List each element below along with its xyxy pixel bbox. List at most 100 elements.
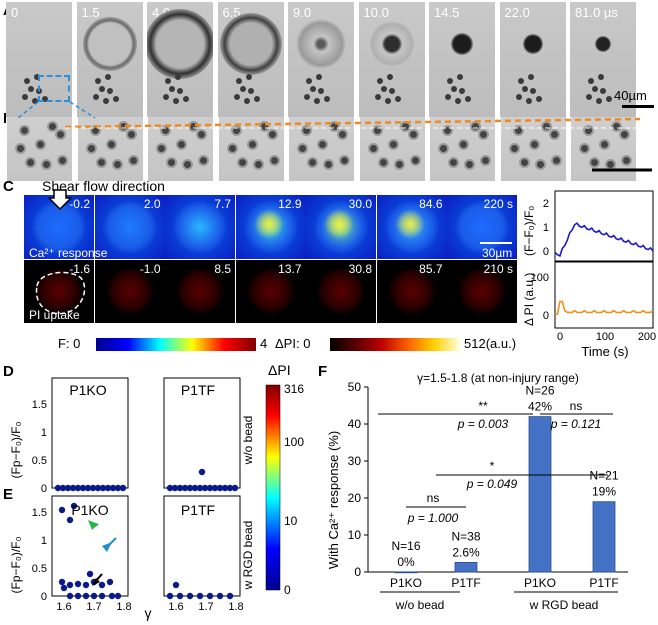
ca-cell — [173, 201, 227, 253]
frame-b-3 — [217, 117, 284, 181]
d-left-point — [79, 484, 87, 492]
cell-b — [111, 159, 123, 170]
d-right-title: P1TF — [181, 382, 215, 398]
cell-a — [306, 78, 312, 84]
d-left-point — [89, 484, 97, 492]
d-right-point — [191, 484, 199, 492]
cell-b — [438, 143, 449, 154]
cell-a — [318, 88, 324, 94]
cell-b — [105, 139, 117, 150]
cell-b — [619, 129, 630, 140]
pi-time: -1.0 — [139, 262, 161, 276]
e-left-title: P1KO — [71, 502, 108, 518]
bar-n-0: N=16 — [391, 539, 420, 553]
stat-3-p: p = 0.049 — [466, 477, 518, 491]
cell-b — [589, 157, 600, 168]
trace-ylabel-top: (F−F₀)/F₀ — [522, 206, 536, 256]
stat-1-p: p = 0.003 — [457, 417, 509, 431]
cell-a — [521, 86, 528, 92]
cell-a — [455, 98, 461, 104]
e-left-point — [98, 581, 106, 589]
cell-b — [15, 143, 26, 154]
e-left-point — [106, 578, 114, 586]
pi-label: PI uptake — [29, 308, 80, 322]
e-left-point — [60, 584, 68, 592]
cell-b — [176, 139, 187, 150]
cell-a — [106, 88, 113, 94]
stat-3-sig: * — [490, 459, 495, 473]
cell-b — [579, 143, 590, 154]
e-xtick-r1: 1.7 — [198, 601, 213, 613]
frame-a-time: 22.0 — [504, 5, 530, 20]
e-xtick-l2: 1.8 — [116, 601, 131, 613]
bar-2 — [528, 416, 552, 573]
cell-b — [297, 143, 308, 154]
cell-b — [540, 121, 552, 132]
ca-frame-2: 7.7 — [165, 195, 235, 259]
cell-a — [98, 86, 105, 92]
cell-a — [376, 78, 383, 84]
d-left-point — [74, 484, 82, 492]
cell-b — [230, 125, 242, 136]
f-ytick-5: 50 — [348, 380, 362, 394]
trace-xlabel: Time (s) — [581, 344, 628, 359]
d-right-point — [181, 484, 189, 492]
cell-a — [253, 96, 260, 102]
bar-value-1: 2.6% — [452, 545, 480, 559]
pi-frame-4: 30.8 — [306, 260, 376, 323]
bar-value-3: 19% — [592, 485, 616, 499]
panel-de-scatter: 0 0.5 1 1.5 0 0.5 1 1.5 1.6 1.7 1.8 1.6 1.7 1.8 (Fp−F… — [9, 362, 304, 621]
cell-b — [407, 129, 419, 140]
cbar-f-label: F: 0 — [58, 336, 81, 351]
stat-0-p: p = 1.000 — [407, 511, 459, 525]
pi-time: 13.7 — [278, 262, 302, 276]
e-left-frame — [51, 495, 129, 597]
cell-b — [387, 139, 399, 150]
e-left-point — [70, 502, 78, 510]
cell-b — [19, 125, 30, 136]
cell-a — [32, 98, 38, 104]
cell-b — [156, 143, 167, 154]
pi-cell — [457, 268, 507, 314]
bar-value-0: 0% — [397, 555, 415, 569]
top-ytick-2: 2 — [543, 198, 549, 210]
e-left-point — [66, 592, 74, 600]
e-right-point — [206, 592, 214, 600]
ca-hotspot — [324, 209, 354, 239]
cell-b — [377, 157, 389, 168]
d-left-point — [109, 484, 117, 492]
cbar-f — [96, 338, 256, 351]
cell-a — [380, 86, 387, 92]
panel-label-f: F — [318, 363, 328, 380]
cell-a — [183, 96, 189, 102]
top-ytick-1: 1 — [543, 222, 549, 234]
cbar-pi — [330, 338, 460, 351]
cell-a — [451, 86, 457, 92]
pi-time: -1.6 — [69, 262, 90, 276]
ca-frame-4: 30.0 — [306, 195, 376, 259]
trajectory-line — [64, 117, 641, 129]
ca-scale-label: 30µm — [482, 246, 513, 260]
cell-a — [606, 96, 612, 102]
frame-a-time: 1.5 — [81, 5, 100, 20]
group-label-1: w RGD bead — [529, 598, 599, 612]
cell-a — [600, 88, 606, 94]
frame-a-time: 9.0 — [293, 5, 312, 20]
bubble-2 — [147, 9, 213, 79]
cell-b — [57, 155, 68, 166]
cell-b — [166, 157, 177, 168]
cell-a — [169, 86, 175, 92]
pi-time: 8.5 — [214, 262, 231, 276]
cell-a — [34, 74, 40, 80]
frame-a-6: 14.5 — [429, 2, 495, 117]
ca-frame-3: 12.9 — [235, 195, 306, 259]
pi-cell — [316, 268, 366, 314]
top-ytick-0: 0 — [543, 246, 549, 258]
cell-a — [22, 94, 28, 100]
cell-a — [388, 88, 395, 94]
e-right-point — [172, 581, 180, 589]
cell-b — [409, 155, 421, 166]
pi-time: 30.8 — [348, 262, 372, 276]
cell-a — [596, 98, 602, 104]
panel-c-traces: 0 1 2 0 100 0 100 200 Time (s) (F−F₀)/F₀… — [522, 190, 656, 359]
